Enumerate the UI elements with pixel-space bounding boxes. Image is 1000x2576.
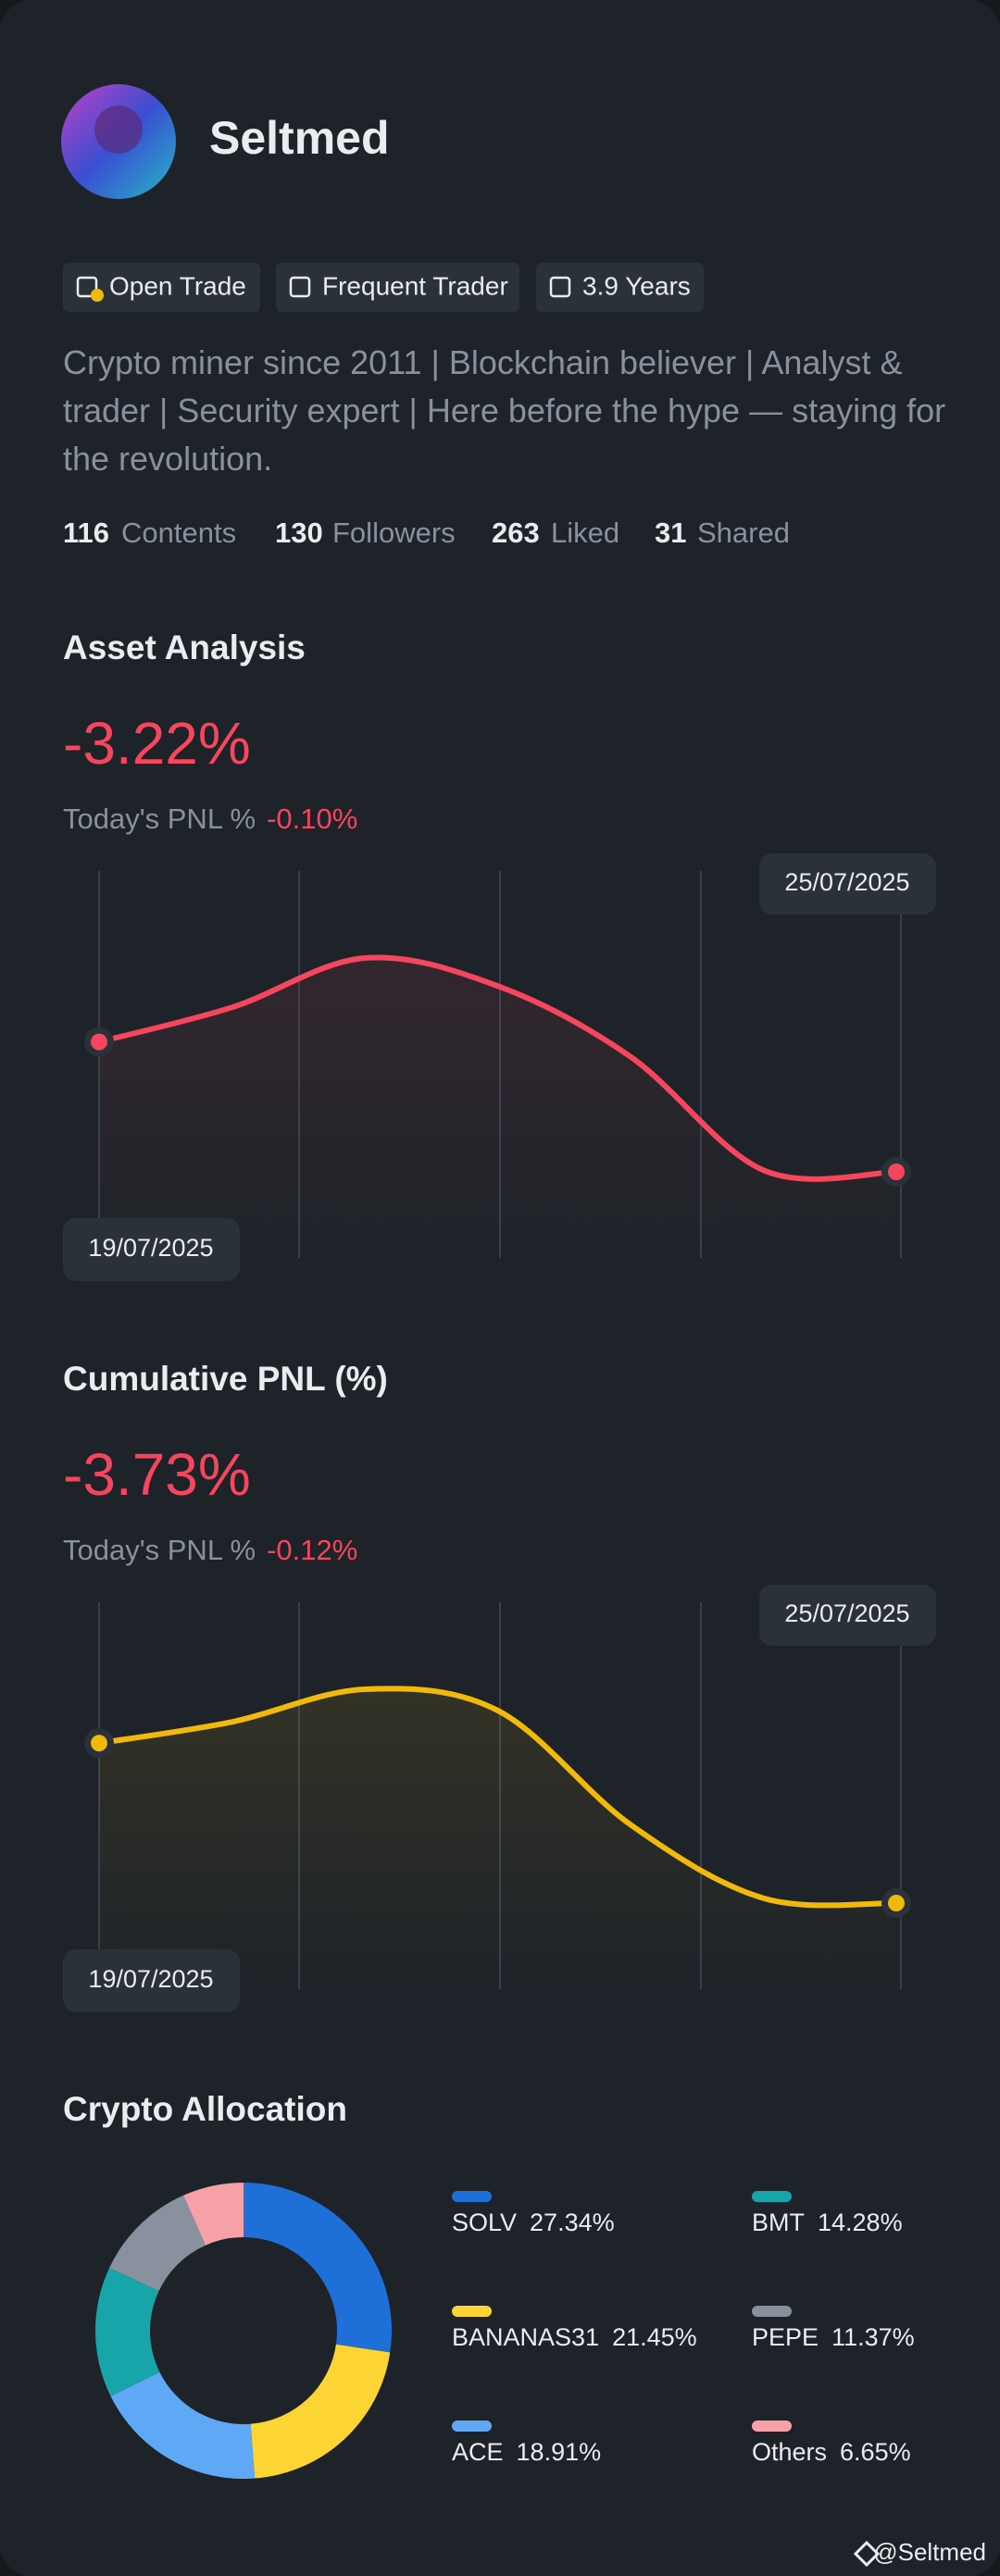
legend-value: 21.45%: [612, 2323, 697, 2351]
legend-name: ACE: [452, 2438, 504, 2466]
date-label: 19/07/2025: [88, 1965, 213, 1993]
avatar-detail: [94, 106, 143, 154]
section-title: Crypto Allocation: [63, 2090, 347, 2128]
headline-value: -3.73%: [63, 1441, 251, 1508]
legend-swatch: [752, 2191, 792, 2202]
date-tooltip: [63, 1218, 240, 1281]
legend-name: BANANAS31: [452, 2323, 599, 2351]
legend-swatch: [752, 2420, 792, 2432]
tag-label: Open Trade: [109, 271, 246, 300]
legend-value: 11.37%: [831, 2323, 915, 2351]
date-label: 25/07/2025: [784, 868, 909, 896]
today-label: Today's PNL %: [63, 1534, 256, 1566]
legend-value: 27.34%: [530, 2209, 615, 2236]
legend-value: 14.28%: [818, 2209, 903, 2236]
stat-value: 130: [275, 516, 323, 549]
point: [91, 1033, 107, 1051]
tag-icon: [289, 276, 311, 298]
point: [91, 1735, 107, 1752]
donut-slice: [109, 2195, 206, 2292]
line: [96, 954, 899, 1182]
username: Seltmed: [209, 112, 390, 164]
tag-chip: [63, 263, 260, 312]
stat-label: Followers: [332, 516, 456, 549]
donut-slice: [95, 2268, 160, 2396]
section-title: Cumulative PNL (%): [63, 1360, 388, 1398]
date-tooltip: [63, 1949, 240, 2012]
legend-swatch: [452, 2420, 492, 2432]
watermark-logo: [853, 2540, 881, 2568]
stat-value: 116: [63, 516, 109, 549]
stat-label: Shared: [697, 516, 790, 549]
donut-slice: [244, 2183, 393, 2353]
donut-slice: [250, 2344, 391, 2479]
watermark: @Seltmed: [873, 2538, 986, 2566]
today-value: -0.12%: [267, 1534, 357, 1566]
stat-value: 263: [492, 516, 540, 549]
section-title: Asset Analysis: [63, 628, 306, 666]
donut-slice: [183, 2183, 244, 2246]
tag-label: 3.9 Years: [582, 271, 691, 300]
tag-chip: [536, 263, 704, 312]
today-value: -0.10%: [267, 803, 357, 835]
bio: Crypto miner since 2011 | Blockchain bel…: [63, 343, 946, 478]
tag-label: Frequent Trader: [322, 271, 508, 300]
tag-icon: [549, 276, 571, 298]
legend-swatch: [452, 2306, 492, 2317]
donut-slice: [110, 2371, 256, 2480]
today-label: Today's PNL %: [63, 803, 256, 835]
stat-label: Liked: [551, 516, 619, 549]
legend-swatch: [452, 2191, 492, 2202]
legend-value: 6.65%: [840, 2438, 911, 2466]
legend-name: SOLV: [452, 2209, 517, 2236]
point: [888, 1164, 905, 1180]
point: [888, 1895, 905, 1911]
headline-value: -3.22%: [63, 710, 251, 777]
legend-name: BMT: [752, 2209, 805, 2236]
date-label: 25/07/2025: [784, 1599, 909, 1627]
stat-value: 31: [655, 516, 686, 549]
line-area: [99, 957, 896, 1258]
tag-badge: [91, 289, 104, 302]
tag-icon: [76, 276, 98, 298]
date-tooltip: [759, 853, 936, 915]
tag-chip: [276, 263, 519, 312]
legend-value: 18.91%: [517, 2438, 602, 2466]
stat-label: Contents: [121, 516, 236, 549]
legend-swatch: [752, 2306, 792, 2317]
line: [96, 1686, 899, 1909]
date-label: 19/07/2025: [88, 1234, 213, 1262]
date-tooltip: [759, 1585, 936, 1646]
legend-name: PEPE: [752, 2323, 819, 2351]
line-area: [99, 1688, 896, 1989]
legend-name: Others: [752, 2438, 827, 2466]
